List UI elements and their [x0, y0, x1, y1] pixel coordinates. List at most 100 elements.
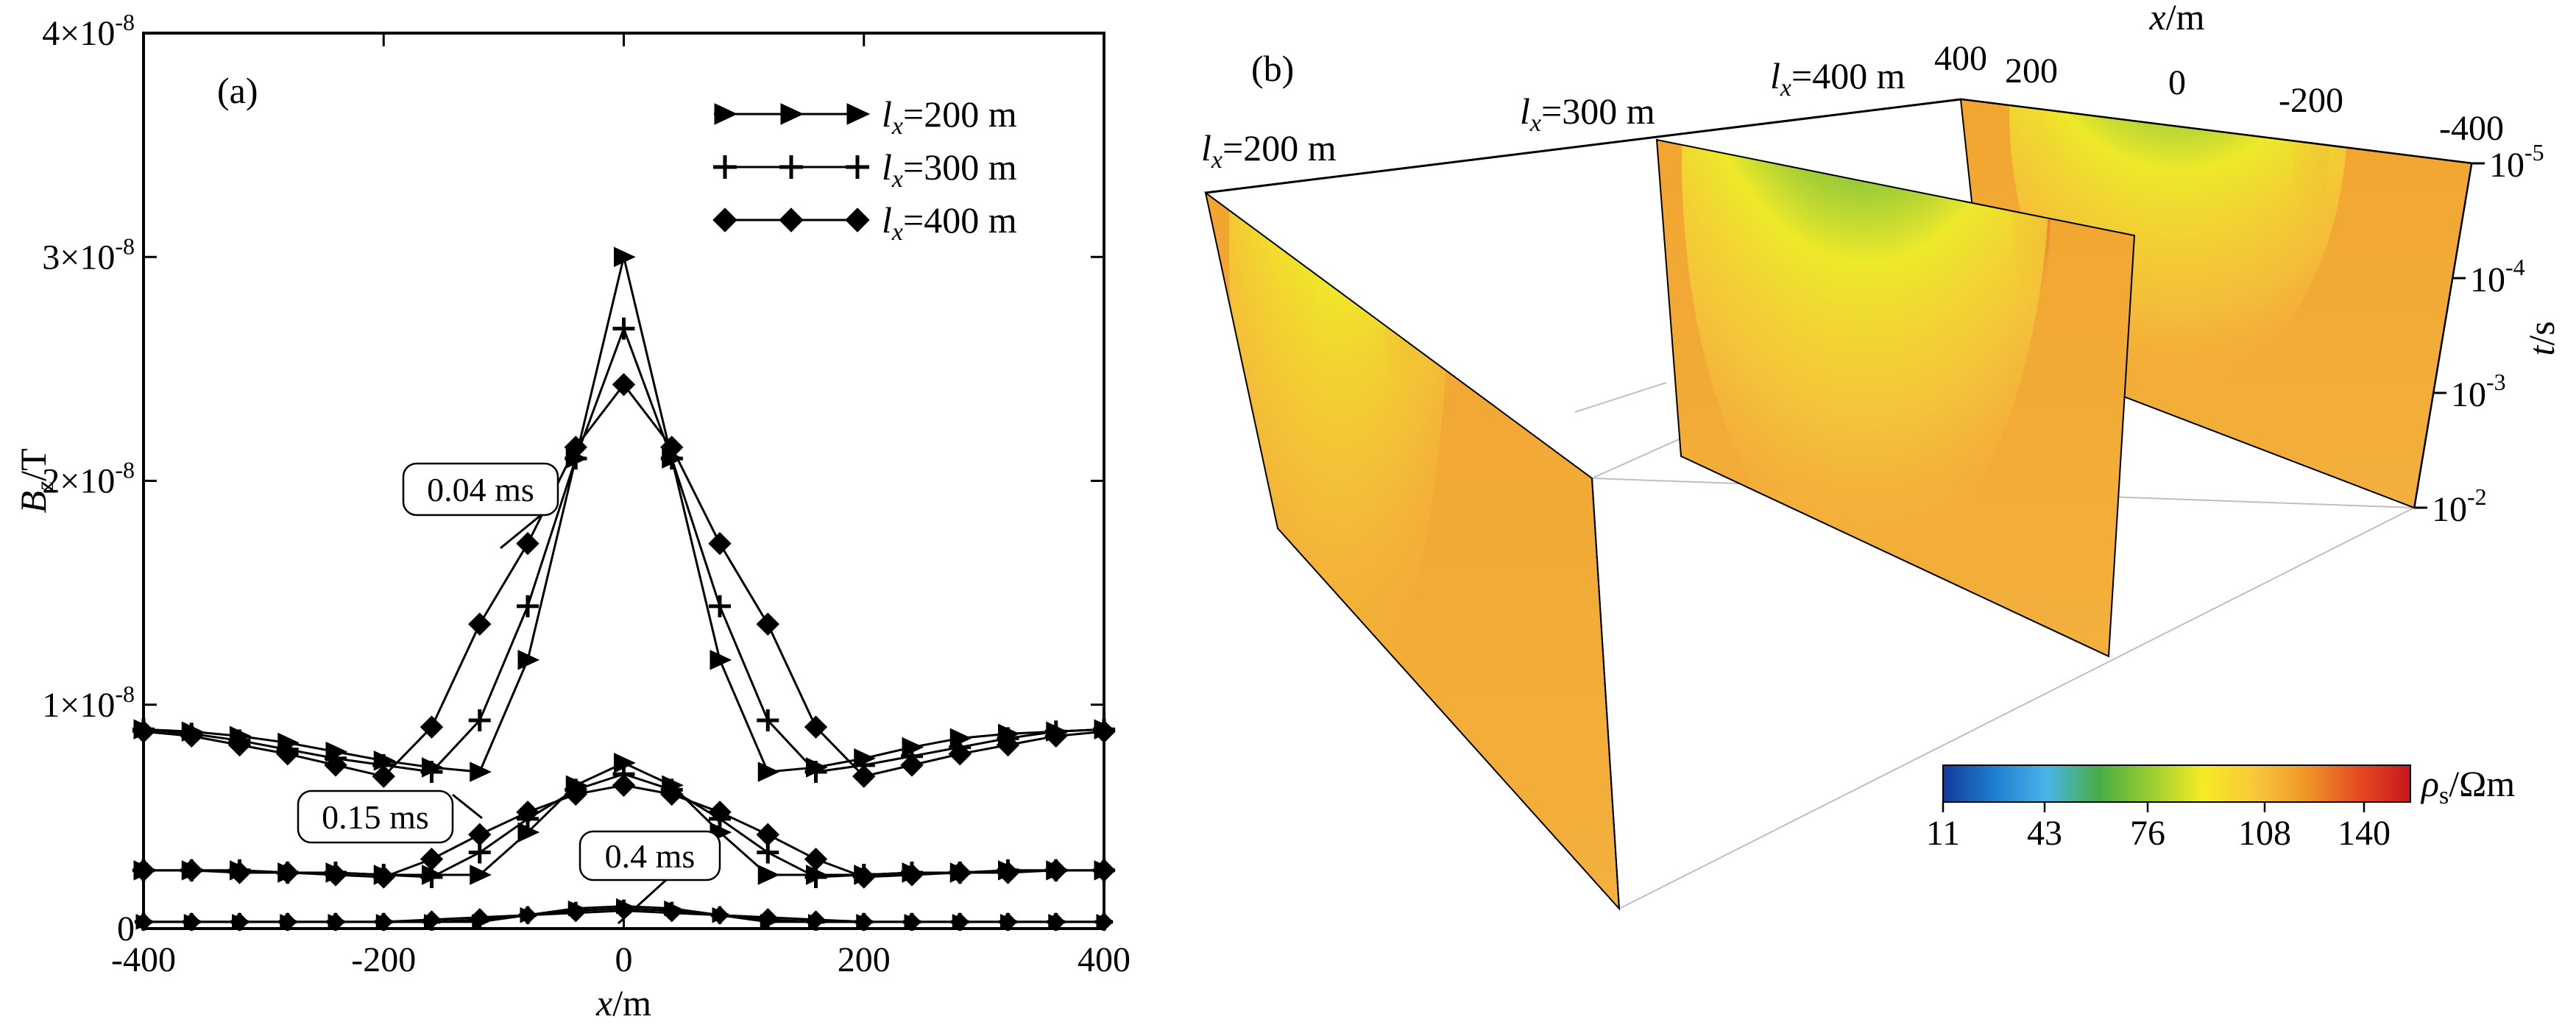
legend-entry: lx=400 m: [712, 199, 1017, 246]
diamond-marker: [180, 859, 203, 882]
b-t-axis: 10-5 10-4 10-3 10-2 t/s: [2414, 139, 2562, 529]
diamond-marker: [660, 436, 684, 459]
plus-marker: [757, 709, 779, 732]
time-label: 0.15 ms: [322, 798, 429, 836]
series-diamond: [132, 372, 1116, 788]
diamond-marker: [845, 207, 870, 233]
plus-marker: [420, 761, 443, 784]
diamond-marker: [276, 861, 300, 884]
diamond-marker: [420, 715, 444, 739]
diamond-marker: [132, 859, 155, 882]
series-diamond: [132, 773, 1116, 889]
time-annotation: 0.04 ms: [402, 462, 559, 550]
slice-label: lx=400 m: [1770, 55, 1906, 102]
time-annotation: 0.4 ms: [578, 830, 721, 925]
diamond-marker: [372, 764, 395, 788]
b-x-tick-label: 0: [2168, 63, 2186, 102]
y-tick-label: 0: [117, 909, 135, 948]
b-x-tick-label: -200: [2279, 81, 2343, 120]
colorbar-tick-label: 11: [1926, 814, 1960, 853]
diamond-marker: [1092, 720, 1116, 743]
diamond-marker: [708, 801, 732, 824]
series-diamond: [134, 901, 1114, 932]
time-label: 0.04 ms: [427, 471, 534, 508]
plus-marker: [612, 317, 635, 340]
diamond-marker: [804, 715, 828, 739]
triangle-marker: [757, 762, 780, 782]
time-arrow: [500, 514, 542, 550]
plus-marker: [517, 595, 539, 617]
y-axis-title: Bz/T: [13, 448, 59, 513]
b-x-axis: 400 200 0 -200 -400 x/m: [1934, 0, 2504, 148]
plus-marker: [779, 155, 803, 179]
diamond-marker: [518, 906, 537, 925]
diamond-marker: [324, 863, 347, 887]
diamond-marker: [516, 531, 539, 556]
plus-marker: [713, 155, 737, 179]
diamond-marker: [564, 436, 587, 459]
colorbar-tick-label: 108: [2238, 814, 2291, 853]
diamond-marker: [612, 372, 636, 397]
colorbar-title: ρs/Ωm: [2420, 763, 2515, 809]
diamond-marker: [180, 724, 203, 748]
triangle-marker: [714, 103, 738, 125]
diamond-marker: [468, 612, 492, 636]
y-tick-label: 2×10-8: [42, 457, 135, 501]
y-tick-label: 1×10-8: [42, 681, 135, 725]
diamond-marker: [227, 861, 252, 884]
y-tick-label: 3×10-8: [42, 233, 135, 277]
panel-b-label: (b): [1251, 48, 1294, 89]
diamond-marker: [372, 865, 395, 889]
time-group: [132, 246, 1117, 788]
diamond-marker: [852, 865, 876, 889]
time-label-box: [402, 462, 559, 517]
slice-labels: lx=200 m lx=300 m lx=400 m: [1201, 55, 1906, 174]
diamond-marker: [708, 531, 732, 556]
b-t-tick-label: 10-2: [2432, 483, 2487, 529]
plus-marker: [468, 709, 491, 732]
diamond-marker: [852, 764, 876, 788]
panel-a-label: (a): [217, 70, 258, 111]
diamond-marker: [804, 847, 828, 871]
diamond-marker: [276, 742, 300, 766]
diamond-marker: [712, 207, 737, 233]
legend-label: lx=400 m: [882, 199, 1017, 246]
slice-lx-300: [1655, 138, 2136, 658]
b-x-tick-label: 200: [2005, 52, 2058, 91]
legend-label: lx=300 m: [882, 146, 1017, 193]
b-x-axis-title: x/m: [2149, 0, 2205, 38]
diamond-marker: [1092, 859, 1116, 882]
diamond-marker: [758, 908, 777, 927]
diamond-marker: [326, 912, 345, 932]
legend-entry: lx=200 m: [714, 93, 1017, 140]
diamond-marker: [710, 906, 729, 925]
diamond-marker: [660, 782, 684, 806]
colorbar-gradient: [1942, 764, 2411, 803]
colorbar-tick-label: 76: [2130, 814, 2165, 853]
triangle-marker: [470, 865, 492, 885]
plus-marker: [846, 155, 869, 179]
diamond-marker: [564, 782, 587, 806]
triangle-marker: [780, 103, 804, 125]
diamond-marker: [662, 903, 682, 923]
diamond-marker: [468, 823, 492, 846]
diamond-marker: [516, 801, 539, 824]
diamond-marker: [998, 912, 1018, 932]
diamond-marker: [134, 912, 153, 932]
diamond-marker: [470, 908, 489, 927]
time-group: [134, 898, 1114, 932]
diamond-marker: [854, 912, 874, 932]
diamond-marker: [756, 823, 779, 846]
time-label-box: [578, 830, 721, 881]
diamond-marker: [182, 912, 201, 932]
triangle-marker: [846, 103, 871, 125]
b-t-axis-title: t/s: [2521, 321, 2562, 355]
diamond-marker: [900, 753, 924, 777]
x-axis-title: x/m: [595, 982, 651, 1023]
time-arrow: [617, 879, 668, 925]
series-line: [143, 383, 1105, 778]
x-tick-label: 0: [615, 940, 633, 979]
diamond-marker: [566, 903, 585, 923]
b-x-tick-label: 400: [1934, 39, 1987, 78]
